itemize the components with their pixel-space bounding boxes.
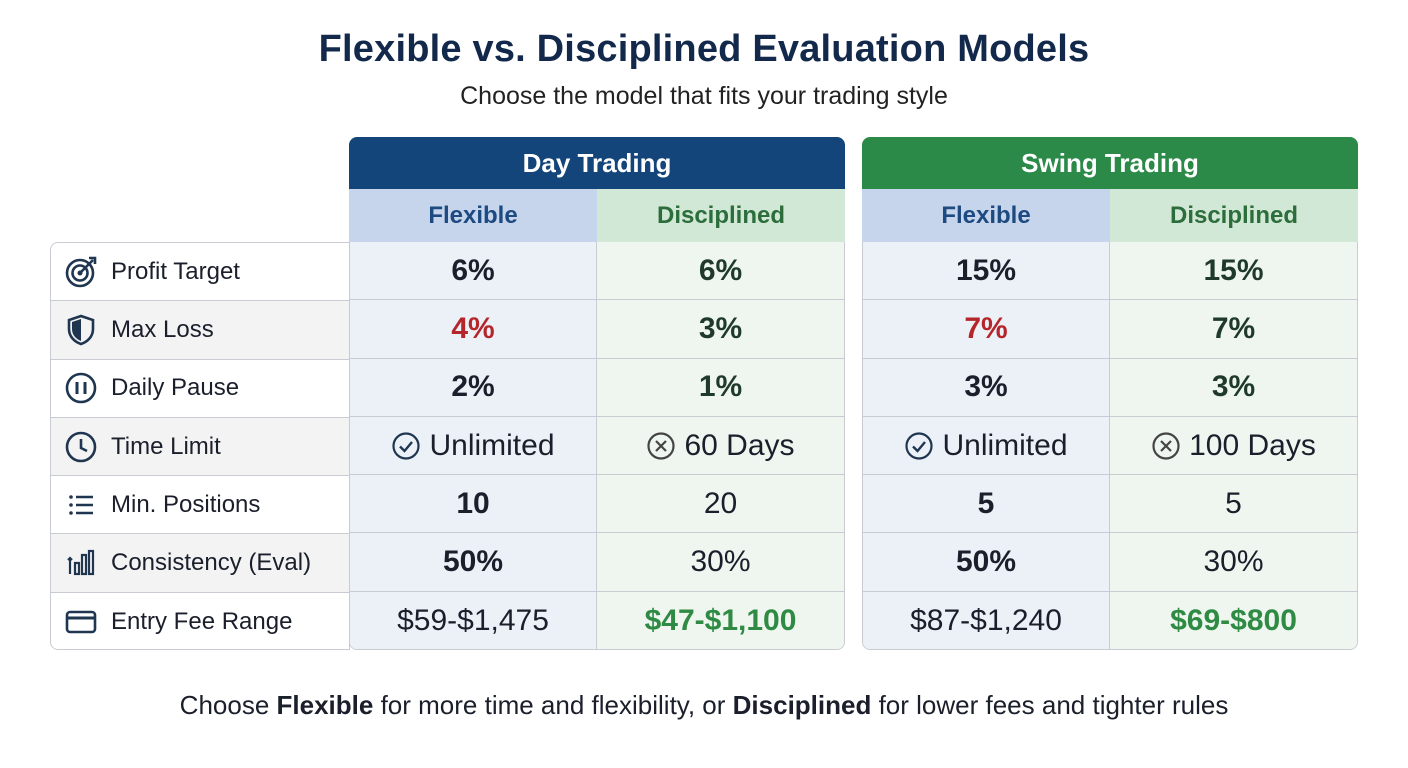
- day-flex-max-loss: 4%: [350, 300, 596, 359]
- swing-disc-min-positions: 5: [1110, 475, 1357, 534]
- time-limit-value: Unlimited: [429, 428, 555, 462]
- day-disc-consistency: 30%: [597, 533, 844, 592]
- label-row-entry-fee: Entry Fee Range: [51, 593, 349, 649]
- swing-flex-profit-target: 15%: [863, 242, 1109, 301]
- swing-disc-consistency: 30%: [1110, 533, 1357, 592]
- swing-flex-entry-fee: $87-$1,240: [910, 603, 1062, 637]
- day-disciplined-header: Disciplined: [597, 189, 845, 242]
- target-icon: [63, 254, 99, 290]
- day-flex-time-limit: Unlimited: [350, 417, 596, 476]
- day-disc-max-loss: 3%: [597, 300, 844, 359]
- x-circle-icon: [646, 431, 676, 461]
- credit-card-icon: [63, 604, 99, 640]
- swing-disc-entry-fee: $69-$800: [1170, 603, 1297, 637]
- swing-disc-daily-pause: 3%: [1110, 359, 1357, 417]
- footer-note: Choose Flexible for more time and flexib…: [0, 690, 1408, 721]
- row-label: Entry Fee Range: [111, 607, 293, 635]
- pause-icon: [63, 370, 99, 406]
- check-circle-icon: [904, 431, 934, 461]
- swing-disc-profit-target: 15%: [1110, 242, 1357, 301]
- footer-text: for lower fees and tighter rules: [871, 690, 1229, 720]
- day-disc-daily-pause: 1%: [597, 359, 844, 417]
- swing-flex-consistency: 50%: [863, 533, 1109, 592]
- day-trading-table: 6% 4% 2% Unlimited 10 50% $59-$1,475 6% …: [349, 242, 845, 650]
- day-flex-min-positions: 10: [350, 475, 596, 534]
- shield-icon: [63, 312, 99, 348]
- day-flexible-column: 6% 4% 2% Unlimited 10 50% $59-$1,475: [350, 242, 597, 649]
- row-label: Min. Positions: [111, 490, 261, 518]
- bar-chart-icon: [63, 545, 99, 581]
- page-title: Flexible vs. Disciplined Evaluation Mode…: [318, 28, 1090, 70]
- day-flex-consistency: 50%: [350, 533, 596, 592]
- day-disc-profit-target: 6%: [597, 242, 844, 301]
- row-label: Consistency (Eval): [111, 549, 312, 577]
- row-labels: Profit Target Max Loss Daily Pause Time …: [50, 242, 350, 650]
- swing-trading-table: 15% 7% 3% Unlimited 5 50% $87-$1,240 15%…: [862, 242, 1358, 650]
- day-flex-daily-pause: 2%: [350, 359, 596, 417]
- time-limit-value: 100 Days: [1189, 428, 1316, 462]
- row-label: Profit Target: [111, 257, 240, 285]
- day-disc-time-limit: 60 Days: [597, 417, 844, 476]
- day-flexible-header: Flexible: [349, 189, 597, 242]
- swing-flex-min-positions: 5: [863, 475, 1109, 534]
- footer-disciplined: Disciplined: [732, 690, 872, 720]
- footer-text: Choose: [179, 690, 277, 720]
- time-limit-value: 60 Days: [684, 428, 795, 462]
- clock-icon: [63, 429, 99, 465]
- swing-flex-max-loss: 7%: [863, 300, 1109, 359]
- row-label: Time Limit: [111, 432, 221, 460]
- row-label: Max Loss: [111, 315, 214, 343]
- day-flex-entry-fee: $59-$1,475: [397, 603, 549, 637]
- swing-trading-header: Swing Trading: [862, 137, 1358, 189]
- swing-disc-time-limit: 100 Days: [1110, 417, 1357, 476]
- label-row-profit-target: Profit Target: [51, 243, 349, 302]
- label-row-time-limit: Time Limit: [51, 417, 349, 477]
- day-disc-entry-fee: $47-$1,100: [644, 603, 797, 637]
- day-disciplined-column: 6% 3% 1% 60 Days 20 30% $47-$1,100: [597, 242, 844, 649]
- day-trading-header: Day Trading: [349, 137, 845, 189]
- label-row-consistency: Consistency (Eval): [51, 534, 349, 593]
- row-label: Daily Pause: [111, 374, 240, 402]
- swing-flex-daily-pause: 3%: [863, 359, 1109, 417]
- page-subtitle: Choose the model that fits your trading …: [460, 82, 948, 110]
- day-flex-profit-target: 6%: [350, 242, 596, 301]
- swing-flex-time-limit: Unlimited: [863, 417, 1109, 476]
- footer-text: for more time and flexibility, or: [373, 690, 733, 720]
- check-circle-icon: [391, 431, 421, 461]
- time-limit-value: Unlimited: [942, 428, 1068, 462]
- swing-disciplined-column: 15% 7% 3% 100 Days 5 30% $69-$800: [1110, 242, 1357, 649]
- x-circle-icon: [1151, 431, 1181, 461]
- swing-flexible-header: Flexible: [862, 189, 1110, 242]
- label-row-min-positions: Min. Positions: [51, 476, 349, 535]
- label-row-daily-pause: Daily Pause: [51, 360, 349, 418]
- day-disc-min-positions: 20: [597, 475, 844, 534]
- label-row-max-loss: Max Loss: [51, 301, 349, 360]
- list-icon: [63, 487, 99, 523]
- swing-disciplined-header: Disciplined: [1110, 189, 1358, 242]
- swing-disc-max-loss: 7%: [1110, 300, 1357, 359]
- swing-flexible-column: 15% 7% 3% Unlimited 5 50% $87-$1,240: [863, 242, 1110, 649]
- footer-flexible: Flexible: [276, 690, 374, 720]
